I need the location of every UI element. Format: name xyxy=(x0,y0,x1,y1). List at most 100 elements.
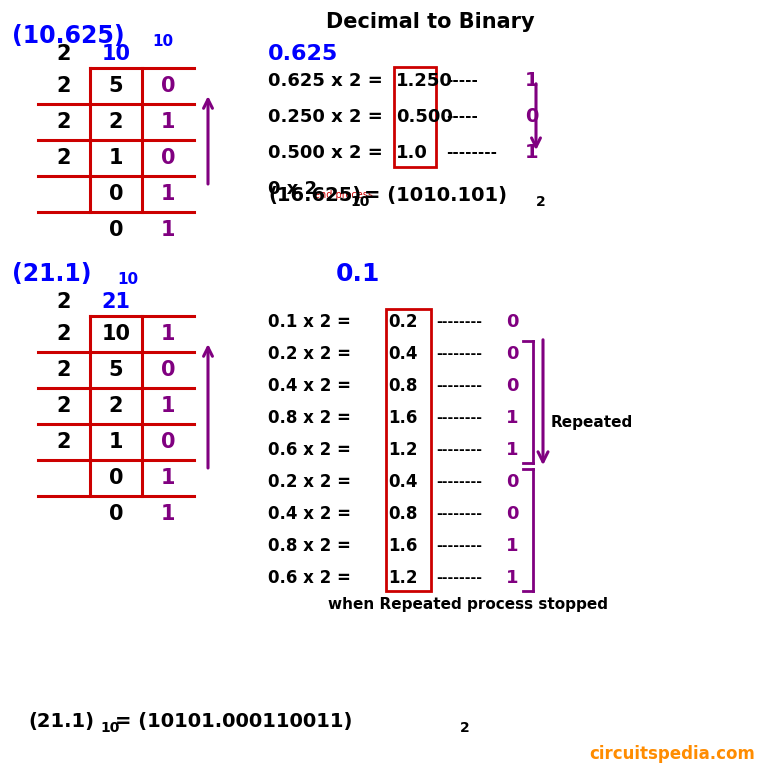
Bar xyxy=(386,309,431,591)
Text: --------: -------- xyxy=(446,146,497,160)
Text: 0 x 2: 0 x 2 xyxy=(268,180,317,198)
Text: 1: 1 xyxy=(525,71,538,91)
Text: 1.250: 1.250 xyxy=(396,72,453,90)
Text: 0.4 x 2 =: 0.4 x 2 = xyxy=(268,505,351,523)
Text: 1: 1 xyxy=(161,468,175,488)
Text: --------: -------- xyxy=(436,443,482,457)
Text: 0: 0 xyxy=(161,360,175,380)
Text: (10.625): (10.625) xyxy=(12,24,124,48)
Text: 0.6 x 2 =: 0.6 x 2 = xyxy=(268,441,351,459)
Text: 0.625: 0.625 xyxy=(268,44,338,64)
Text: 0: 0 xyxy=(506,377,518,395)
Text: 1.6: 1.6 xyxy=(388,537,417,555)
Text: 0: 0 xyxy=(525,108,538,126)
Text: 10: 10 xyxy=(350,195,369,209)
Text: 0.6 x 2 =: 0.6 x 2 = xyxy=(268,569,351,587)
Text: 0.1: 0.1 xyxy=(336,262,380,286)
Text: 2: 2 xyxy=(109,112,123,132)
Text: -----: ----- xyxy=(446,74,478,88)
Text: 0.4: 0.4 xyxy=(388,345,418,363)
Text: 2: 2 xyxy=(57,432,71,452)
Text: 1: 1 xyxy=(109,432,123,452)
Text: 1: 1 xyxy=(161,396,175,416)
Text: 0.500: 0.500 xyxy=(396,108,453,126)
Text: 2: 2 xyxy=(57,360,71,380)
Text: 1.2: 1.2 xyxy=(388,569,418,587)
Text: 0.500 x 2 =: 0.500 x 2 = xyxy=(268,144,382,162)
Text: 0.2 x 2 =: 0.2 x 2 = xyxy=(268,473,351,491)
Text: 1.0: 1.0 xyxy=(396,144,428,162)
Text: = (10101.000110011): = (10101.000110011) xyxy=(115,713,353,731)
Text: (21.1): (21.1) xyxy=(28,713,94,731)
Text: 1: 1 xyxy=(109,148,123,168)
Text: --------: -------- xyxy=(436,571,482,585)
Text: 0: 0 xyxy=(506,505,518,523)
Text: --------: -------- xyxy=(436,539,482,553)
Text: circuitspedia.com: circuitspedia.com xyxy=(589,745,755,763)
Text: 21: 21 xyxy=(101,292,131,312)
Text: 1: 1 xyxy=(161,184,175,204)
Text: 10: 10 xyxy=(101,43,131,63)
Text: 1: 1 xyxy=(506,409,518,427)
Text: 0: 0 xyxy=(506,345,518,363)
Text: 2: 2 xyxy=(57,396,71,416)
Text: 10: 10 xyxy=(152,33,173,49)
Text: 1: 1 xyxy=(161,504,175,524)
Text: --------: -------- xyxy=(436,411,482,425)
Text: 0: 0 xyxy=(506,313,518,331)
Text: --------: -------- xyxy=(436,475,482,489)
Text: 0.625 x 2 =: 0.625 x 2 = xyxy=(268,72,382,90)
Text: 5: 5 xyxy=(109,76,124,96)
Text: 0.8: 0.8 xyxy=(388,377,417,395)
Text: 0: 0 xyxy=(506,473,518,491)
Text: 1: 1 xyxy=(506,441,518,459)
Text: 1: 1 xyxy=(525,143,538,163)
Text: 1: 1 xyxy=(161,324,175,344)
Text: 2: 2 xyxy=(57,76,71,96)
Text: end process: end process xyxy=(314,190,373,200)
Text: (16.625): (16.625) xyxy=(268,187,361,206)
Text: --------: -------- xyxy=(436,347,482,361)
Text: 2: 2 xyxy=(57,324,71,344)
Text: 2: 2 xyxy=(57,148,71,168)
Text: 2: 2 xyxy=(57,112,71,132)
Text: 10: 10 xyxy=(101,324,131,344)
Text: 0: 0 xyxy=(161,76,175,96)
Text: 2: 2 xyxy=(460,721,470,735)
Text: 0.2 x 2 =: 0.2 x 2 = xyxy=(268,345,351,363)
Text: = (1010.101): = (1010.101) xyxy=(364,187,507,206)
Text: -----: ----- xyxy=(446,109,478,125)
Text: 1: 1 xyxy=(506,537,518,555)
Text: 0: 0 xyxy=(161,148,175,168)
Text: 2: 2 xyxy=(57,43,71,63)
Text: 0.250 x 2 =: 0.250 x 2 = xyxy=(268,108,382,126)
Text: 0.4: 0.4 xyxy=(388,473,418,491)
Text: 2: 2 xyxy=(536,195,546,209)
Text: Repeated: Repeated xyxy=(551,415,634,430)
Text: --------: -------- xyxy=(436,507,482,521)
Text: 5: 5 xyxy=(109,360,124,380)
Text: 0.1 x 2 =: 0.1 x 2 = xyxy=(268,313,351,331)
Text: 0.8 x 2 =: 0.8 x 2 = xyxy=(268,409,351,427)
Text: 0: 0 xyxy=(109,184,123,204)
Text: (21.1): (21.1) xyxy=(12,262,91,286)
Text: 2: 2 xyxy=(57,292,71,312)
Text: 0: 0 xyxy=(109,468,123,488)
Text: 1: 1 xyxy=(506,569,518,587)
Text: 0.8 x 2 =: 0.8 x 2 = xyxy=(268,537,351,555)
Text: 1: 1 xyxy=(161,220,175,240)
Text: 0: 0 xyxy=(109,220,123,240)
Text: 1.6: 1.6 xyxy=(388,409,417,427)
Text: --------: -------- xyxy=(436,379,482,393)
Text: 0: 0 xyxy=(109,504,123,524)
Text: 1.2: 1.2 xyxy=(388,441,418,459)
Text: 1: 1 xyxy=(161,112,175,132)
Text: 0: 0 xyxy=(161,432,175,452)
Text: 2: 2 xyxy=(109,396,123,416)
Text: Decimal to Binary: Decimal to Binary xyxy=(326,12,535,32)
Text: 10: 10 xyxy=(100,721,119,735)
Text: 0.8: 0.8 xyxy=(388,505,417,523)
Text: when Repeated process stopped: when Repeated process stopped xyxy=(328,597,608,611)
Text: --------: -------- xyxy=(436,315,482,329)
Text: 0.4 x 2 =: 0.4 x 2 = xyxy=(268,377,351,395)
